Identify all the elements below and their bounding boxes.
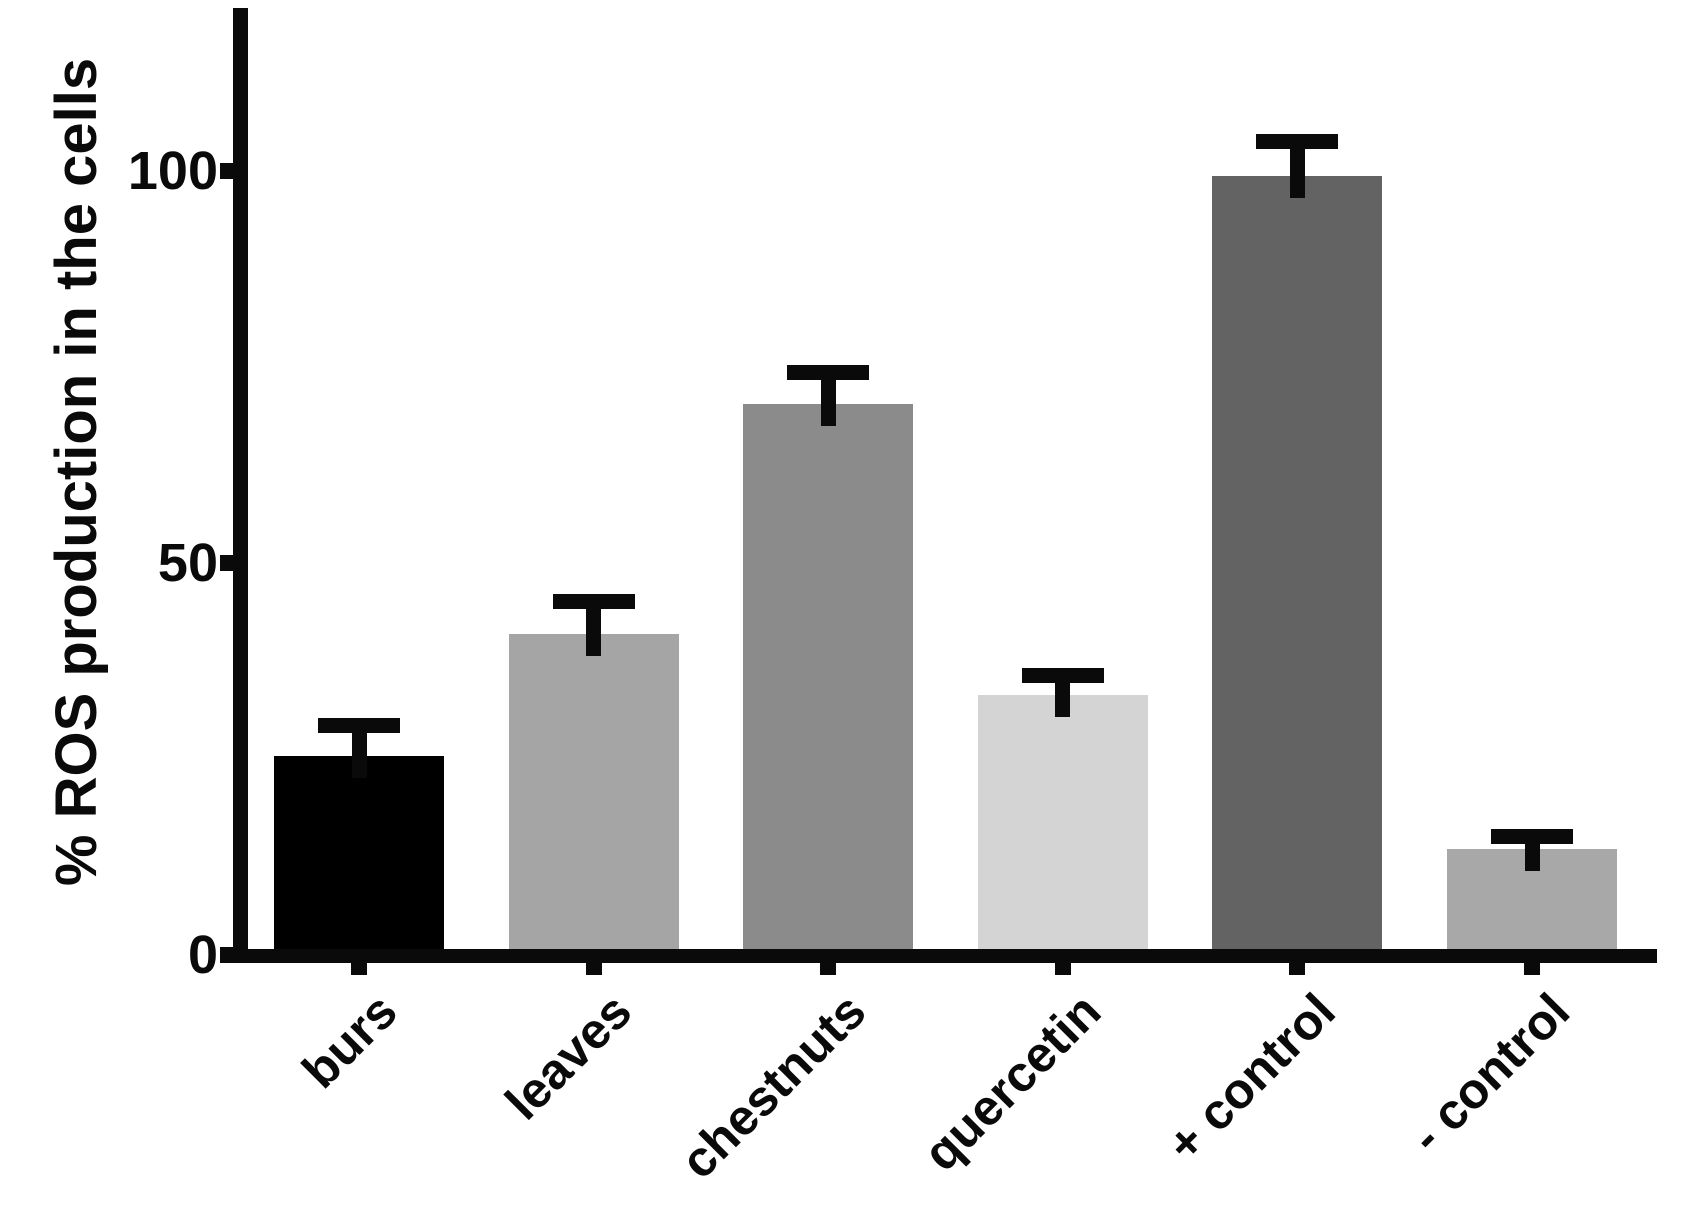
bar-leaves [508,633,679,960]
x-tick-label-leaves: leaves [494,982,642,1131]
x-tick-mark-leaves [585,961,602,975]
error-bar-cap-burs [318,718,400,734]
error-bar-stem-control [1524,837,1540,872]
error-bar-cap-leaves [552,593,635,609]
x-tick-mark-control [1524,961,1540,975]
x-tick-label-control: + control [1155,982,1346,1173]
bar-chestnuts [743,403,914,960]
x-tick-mark-burs [351,961,367,975]
error-bar-stem-quercetin [1055,677,1071,718]
y-tick-mark [220,163,234,179]
bar-burs [274,755,444,960]
error-bar-cap-chestnuts [787,365,870,381]
error-bar-stem-burs [351,727,367,778]
x-axis-line [233,949,1657,963]
y-tick-label: 50 [157,533,218,593]
error-bar-stem-control [1289,143,1305,198]
x-tick-label-burs: burs [291,982,408,1099]
x-tick-label-control: - control [1399,982,1581,1164]
error-bar-stem-leaves [586,602,602,656]
error-bar-stem-chestnuts [820,374,836,426]
error-bar-cap-control [1491,828,1573,844]
x-tick-label-chestnuts: chestnuts [669,982,877,1190]
x-tick-label-quercetin: quercetin [912,982,1112,1182]
y-tick-mark [220,947,234,963]
error-bar-cap-control [1256,134,1339,150]
bar-control [1212,175,1383,960]
bar-quercetin [977,695,1148,960]
y-tick-mark [220,555,234,571]
x-tick-mark-chestnuts [820,961,837,975]
y-tick-label: 100 [127,141,218,201]
x-tick-mark-control [1289,961,1306,975]
error-bar-cap-quercetin [1021,668,1104,684]
x-tick-mark-quercetin [1054,961,1071,975]
y-tick-label: 0 [187,925,218,985]
y-axis-line [233,8,248,963]
